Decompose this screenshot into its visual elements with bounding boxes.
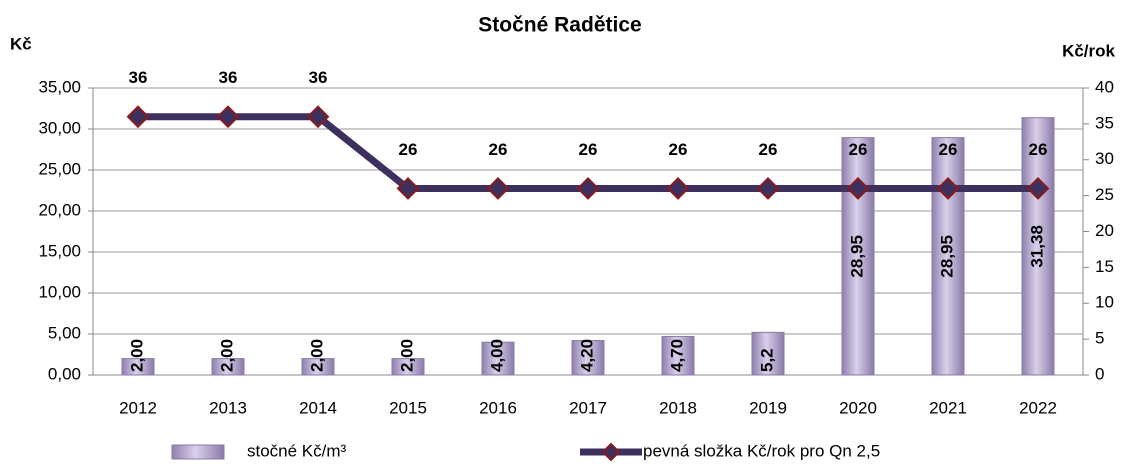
y-tick-label: 20,00 xyxy=(38,200,81,219)
bar-value-label: 31,38 xyxy=(1027,225,1046,268)
legend-swatch xyxy=(171,444,225,460)
chart-title: Stočné Radětice xyxy=(478,14,641,37)
line-value-label: 26 xyxy=(669,140,688,159)
x-tick-label: 2022 xyxy=(1019,398,1057,417)
bar-value-label: 2,00 xyxy=(217,339,236,372)
x-tick-label: 2021 xyxy=(929,398,967,417)
y2-tick-label: 5 xyxy=(1095,329,1104,348)
bar-value-label: 2,00 xyxy=(397,339,416,372)
line-value-label: 26 xyxy=(759,140,778,159)
bar xyxy=(121,358,155,376)
bar xyxy=(1021,117,1055,376)
y-tick-label: 30,00 xyxy=(38,118,81,137)
y-tick-label: 35,00 xyxy=(38,77,81,96)
bar xyxy=(301,358,335,376)
legend-label: stočné Kč/m³ xyxy=(247,441,347,460)
y2-tick-label: 20 xyxy=(1095,221,1114,240)
line-value-label: 36 xyxy=(129,68,148,87)
line-marker xyxy=(936,177,960,200)
y-tick-label: 0,00 xyxy=(48,364,81,383)
line-marker xyxy=(126,105,150,129)
x-tick-label: 2020 xyxy=(839,398,877,417)
x-tick-label: 2014 xyxy=(299,398,337,417)
line-marker xyxy=(846,177,870,200)
legend-marker xyxy=(601,442,621,462)
bar xyxy=(661,335,695,376)
y-tick-label: 25,00 xyxy=(38,159,81,178)
y2-tick-label: 35 xyxy=(1095,113,1114,132)
bar-value-label: 4,20 xyxy=(577,339,596,372)
y-tick-label: 5,00 xyxy=(48,323,81,342)
y-axis-label: Kč xyxy=(10,34,32,53)
line-value-label: 36 xyxy=(309,68,328,87)
y2-tick-label: 10 xyxy=(1095,293,1114,312)
bar-value-label: 5,2 xyxy=(757,348,776,372)
bar-value-label: 2,00 xyxy=(127,339,146,372)
bar xyxy=(481,341,515,376)
line-marker xyxy=(396,177,420,200)
line-value-label: 26 xyxy=(939,140,958,159)
bar-value-label: 28,95 xyxy=(847,235,866,278)
line-value-label: 26 xyxy=(399,140,418,159)
line-marker xyxy=(306,105,330,129)
y2-tick-label: 25 xyxy=(1095,185,1114,204)
y-tick-label: 10,00 xyxy=(38,282,81,301)
x-tick-label: 2015 xyxy=(389,398,427,417)
line-marker xyxy=(486,177,510,200)
bar xyxy=(571,340,605,376)
x-tick-label: 2019 xyxy=(749,398,787,417)
bar-value-label: 2,00 xyxy=(307,339,326,372)
y-tick-label: 15,00 xyxy=(38,241,81,260)
bar xyxy=(751,331,785,376)
y2-tick-label: 15 xyxy=(1095,257,1114,276)
line-value-label: 26 xyxy=(489,140,508,159)
bar-value-label: 4,00 xyxy=(487,339,506,372)
legend-label: pevná složka Kč/rok pro Qn 2,5 xyxy=(643,441,880,460)
line-value-label: 26 xyxy=(1029,140,1048,159)
x-tick-label: 2016 xyxy=(479,398,517,417)
bar xyxy=(391,358,425,376)
y2-tick-label: 40 xyxy=(1095,77,1114,96)
y2-tick-label: 0 xyxy=(1095,364,1104,383)
x-tick-label: 2018 xyxy=(659,398,697,417)
line-marker xyxy=(756,177,780,200)
y2-tick-label: 30 xyxy=(1095,149,1114,168)
line-marker xyxy=(1026,177,1050,200)
x-tick-label: 2012 xyxy=(119,398,157,417)
line-marker xyxy=(216,105,240,129)
x-tick-label: 2017 xyxy=(569,398,607,417)
line-value-label: 36 xyxy=(219,68,238,87)
bar xyxy=(211,358,245,376)
x-tick-label: 2013 xyxy=(209,398,247,417)
line-marker xyxy=(576,177,600,200)
line-value-label: 26 xyxy=(579,140,598,159)
bar-value-label: 4,70 xyxy=(667,339,686,372)
bar-value-label: 28,95 xyxy=(937,235,956,278)
y2-axis-label: Kč/rok xyxy=(1062,41,1115,60)
line-value-label: 26 xyxy=(849,140,868,159)
line-marker xyxy=(666,177,690,200)
